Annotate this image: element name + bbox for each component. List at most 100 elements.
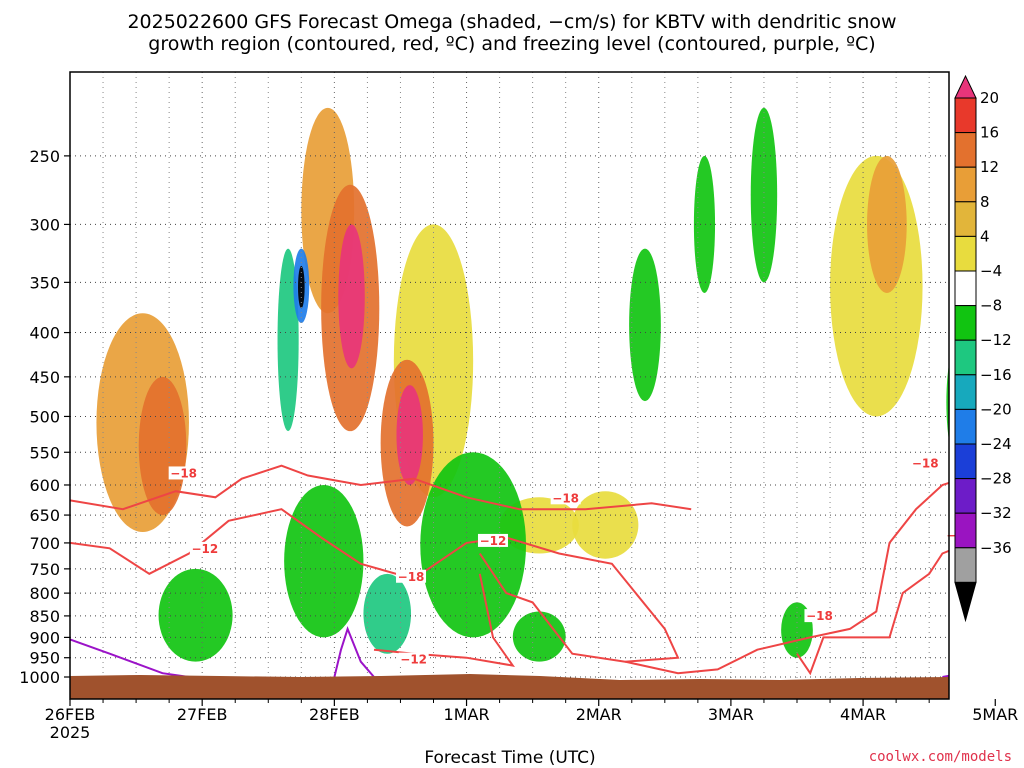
colorbar-segment [954, 97, 977, 134]
colorbar-tick-label: −16 [980, 366, 1012, 384]
omega-shaded-region [693, 155, 716, 293]
contour-label: −12 [191, 542, 218, 556]
contour-label-background [910, 456, 941, 470]
y-tick-label: 800 [29, 584, 60, 603]
y-tick-label: 300 [29, 215, 60, 234]
colorbar-tick-label: −28 [980, 470, 1012, 488]
contour-label: −12 [480, 534, 507, 548]
y-tick-label: 1000 [19, 668, 60, 687]
colorbar-tick-label: 8 [980, 193, 990, 211]
y-tick-label: 450 [29, 368, 60, 387]
colorbar-arrow-top [954, 74, 977, 99]
omega-shaded-region [629, 248, 661, 402]
credit-text: coolwx.com/models [869, 749, 1012, 765]
x-axis-title: Forecast Time (UTC) [424, 748, 595, 768]
omega-shaded-region [158, 568, 233, 662]
dgz-contour-minus18-upper [70, 464, 692, 511]
omega-shaded-region [750, 107, 778, 283]
contour-label-background [189, 541, 220, 555]
freezing-level-contour-left [70, 638, 190, 678]
colorbar-tick-label: −24 [980, 435, 1012, 453]
omega-shaded-region [338, 224, 365, 369]
y-tick-label: 600 [29, 476, 60, 495]
chart-title: 2025022600 GFS Forecast Omega (shaded, −… [127, 11, 896, 55]
x-tick-label: 1MAR [444, 705, 490, 724]
plot-frame [69, 71, 950, 700]
colorbar-segment [954, 166, 977, 203]
colorbar-tick-label: −12 [980, 331, 1012, 349]
x-axis-time: 26FEB 27FEB 28FEB 1MAR 2MAR 3MAR 4MAR 5MAR [45, 699, 1018, 724]
colorbar-segment [954, 235, 977, 272]
surface-terrain [70, 674, 949, 699]
colorbar-tick-label: 4 [980, 227, 990, 245]
omega-shaded-region [572, 491, 639, 559]
chart-title-line2: growth region (contoured, red, ºC) and f… [148, 33, 875, 55]
colorbar-tick-label: −20 [980, 400, 1012, 418]
colorbar-segment [954, 270, 977, 307]
colorbar-segment [954, 305, 977, 341]
contour-label-background [168, 466, 199, 480]
colorbar-segment [954, 512, 977, 549]
contour-label-background [804, 609, 835, 623]
x-tick-label: 27FEB [177, 705, 228, 724]
colorbar-segment [954, 547, 977, 583]
omega-shaded-region [138, 376, 187, 516]
x-tick-label: 3MAR [708, 705, 754, 724]
colorbar-segment [954, 201, 977, 237]
y-tick-label: 250 [29, 147, 60, 166]
colorbar-segment [954, 374, 977, 410]
y-tick-label: 900 [29, 628, 60, 647]
y-tick-label: 700 [29, 534, 60, 553]
colorbar: 20 16 12 8 4 −4 −8 −12 −16 −20 −24 −28 −32 −36 [954, 74, 1012, 623]
x-tick-label: 4MAR [840, 705, 886, 724]
colorbar-arrow-bottom [954, 581, 977, 623]
contour-label-background [477, 533, 508, 547]
colorbar-tick-label: 16 [980, 124, 999, 142]
colorbar-segment [954, 478, 977, 514]
colorbar-segment [954, 408, 977, 445]
x-axis-year-label: 2025 [50, 723, 91, 742]
x-tick-label: 28FEB [309, 705, 360, 724]
contour-label: −18 [912, 457, 939, 471]
y-tick-label: 400 [29, 324, 60, 343]
x-tick-label: 26FEB [45, 705, 96, 724]
omega-shaded-region [396, 385, 423, 485]
colorbar-segment [954, 132, 977, 168]
colorbar-tick-label: 12 [980, 158, 999, 176]
contour-label: −18 [170, 466, 197, 480]
omega-shaded-region [277, 248, 299, 432]
colorbar-tick-label: −36 [980, 539, 1012, 557]
y-tick-label: 950 [29, 649, 60, 668]
contour-label: −18 [398, 570, 425, 584]
plot-area: −18 −12 −18 −12 −18 −12 −18 −18 −12 [69, 71, 1024, 700]
omega-shaded-region [363, 573, 412, 654]
colorbar-tick-label: −4 [980, 262, 1002, 280]
omega-shaded-region [284, 484, 364, 638]
contour-label: −18 [552, 491, 579, 505]
y-tick-label: 500 [29, 407, 60, 426]
contour-label: −12 [400, 653, 427, 667]
colorbar-segment [954, 443, 977, 480]
y-tick-label: 550 [29, 443, 60, 462]
y-tick-label: 350 [29, 273, 60, 292]
freezing-level-contour-right [942, 674, 949, 678]
contour-labels: −18−12−18−12−18−12−18−18−12 [168, 456, 975, 667]
x-tick-label: 5MAR [972, 705, 1018, 724]
x-tick-label: 2MAR [576, 705, 622, 724]
omega-shaded-region [420, 452, 527, 638]
omega-shaded-region [512, 611, 566, 662]
dgz-contour-minus18-right [624, 481, 949, 675]
colorbar-tick-label: −32 [980, 504, 1012, 522]
dgz-contour-minus12-right [796, 549, 949, 676]
chart-title-line1: 2025022600 GFS Forecast Omega (shaded, −… [127, 11, 896, 33]
omega-shaded-region [999, 72, 1024, 260]
colorbar-tick-label: −8 [980, 297, 1002, 315]
omega-shaded-region [867, 155, 907, 293]
contour-label-background [396, 569, 427, 583]
y-tick-label: 850 [29, 607, 60, 626]
colorbar-tick-label: 20 [980, 89, 999, 107]
contour-label-background [550, 491, 581, 505]
y-tick-label: 750 [29, 560, 60, 579]
colorbar-segment [954, 339, 977, 376]
